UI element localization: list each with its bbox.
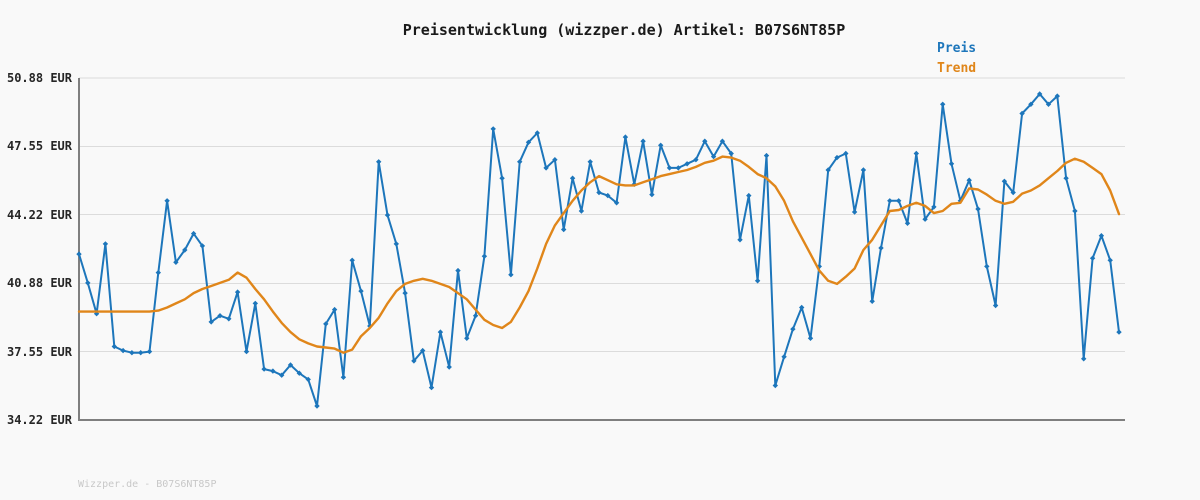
chart-legend: Preis Trend: [937, 39, 976, 79]
y-axis-tick-label: 44.22 EUR: [6, 207, 72, 222]
series-trend-line: [77, 155, 1121, 354]
legend-entry-trend: Trend: [937, 61, 977, 76]
chart-title: Preisentwicklung (wizzper.de) Artikel: B…: [402, 21, 846, 39]
y-axis-tick-label: 40.88 EUR: [6, 276, 72, 291]
series-preis-markers: [76, 91, 1122, 409]
series-preis-line: [78, 93, 1120, 407]
y-axis-tick-label: 47.55 EUR: [6, 139, 72, 154]
legend-entry-preis: Preis: [937, 41, 977, 56]
y-axis-tick-label: 50.88 EUR: [6, 71, 72, 85]
y-axis-tick-label: 37.55 EUR: [6, 344, 72, 359]
watermark: Wizzper.de - B07S6NT85P: [78, 479, 217, 490]
y-axis-tick-label: 34.22 EUR: [6, 413, 72, 427]
